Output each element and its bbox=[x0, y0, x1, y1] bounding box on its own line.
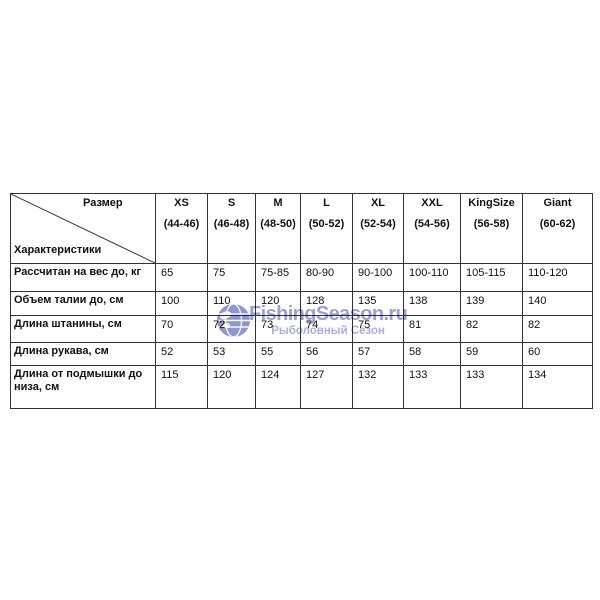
column-header-xs: XS (44-46) bbox=[155, 193, 208, 264]
value-cell: 140 bbox=[522, 291, 593, 316]
size-chart-body: Размер Характеристики XS (44-46) S (46-48) M… bbox=[10, 193, 593, 409]
value-cell: 138 bbox=[403, 291, 461, 316]
header-row: Размер Характеристики XS (44-46) S (46-48) M… bbox=[10, 193, 593, 264]
value-cell: 115 bbox=[155, 365, 208, 409]
size-name: M bbox=[273, 197, 283, 209]
row-label: Длина штанины, см bbox=[10, 315, 156, 343]
row-label: Длина рукава, см bbox=[10, 342, 156, 366]
size-range: (46-48) bbox=[213, 218, 250, 230]
diagonal-line bbox=[11, 194, 155, 263]
value-cell: 81 bbox=[403, 315, 461, 343]
value-cell: 82 bbox=[460, 315, 523, 343]
value-cell: 56 bbox=[300, 342, 353, 366]
size-name: XL bbox=[370, 197, 386, 209]
value-cell: 134 bbox=[522, 365, 593, 409]
value-cell: 100 bbox=[155, 291, 208, 316]
value-cell: 59 bbox=[460, 342, 523, 366]
value-cell: 110 bbox=[207, 291, 256, 316]
table-row: Рассчитан на вес до, кг 65 75 75-85 80-90 90-… bbox=[10, 263, 593, 292]
size-name: KingSize bbox=[468, 197, 515, 209]
value-cell: 90-100 bbox=[352, 263, 404, 292]
value-cell: 135 bbox=[352, 291, 404, 316]
corner-size-label: Размер bbox=[83, 197, 123, 209]
value-cell: 75-85 bbox=[255, 263, 301, 292]
value-cell: 60 bbox=[522, 342, 593, 366]
size-chart-table: Размер Характеристики XS (44-46) S (46-48) M… bbox=[10, 193, 593, 409]
value-cell: 72 bbox=[207, 315, 256, 343]
value-cell: 105-115 bbox=[460, 263, 523, 292]
value-cell: 128 bbox=[300, 291, 353, 316]
row-label: Рассчитан на вес до, кг bbox=[10, 263, 156, 292]
size-name: S bbox=[227, 197, 236, 209]
size-name: XXL bbox=[421, 197, 443, 209]
value-cell: 65 bbox=[155, 263, 208, 292]
value-cell: 139 bbox=[460, 291, 523, 316]
value-cell: 53 bbox=[207, 342, 256, 366]
value-cell: 73 bbox=[255, 315, 301, 343]
value-cell: 124 bbox=[255, 365, 301, 409]
column-header-s: S (46-48) bbox=[207, 193, 256, 264]
value-cell: 82 bbox=[522, 315, 593, 343]
value-cell: 80-90 bbox=[300, 263, 353, 292]
size-range: (44-46) bbox=[163, 218, 200, 230]
column-header-l: L (50-52) bbox=[300, 193, 353, 264]
column-header-xxl: XXL (54-56) bbox=[403, 193, 461, 264]
value-cell: 75 bbox=[207, 263, 256, 292]
size-range: (52-54) bbox=[360, 218, 396, 230]
column-header-xl: XL (52-54) bbox=[352, 193, 404, 264]
size-name: Giant bbox=[543, 197, 572, 209]
value-cell: 133 bbox=[403, 365, 461, 409]
size-range: (50-52) bbox=[308, 218, 345, 230]
size-chart: Размер Характеристики XS (44-46) S (46-48) M… bbox=[10, 193, 593, 409]
value-cell: 57 bbox=[352, 342, 404, 366]
row-label: Длина от подмышки до низа, см bbox=[10, 365, 156, 409]
table-row: Длина штанины, см 70 72 73 74 75 81 82 82 bbox=[10, 315, 593, 343]
value-cell: 132 bbox=[352, 365, 404, 409]
column-header-kingsize: KingSize (56-58) bbox=[460, 193, 523, 264]
corner-cell: Размер Характеристики bbox=[10, 193, 156, 264]
value-cell: 100-110 bbox=[403, 263, 461, 292]
table-row: Длина от подмышки до низа, см 115 120 124 12… bbox=[10, 365, 593, 409]
corner-characteristics-label: Характеристики bbox=[14, 244, 102, 256]
size-name: XS bbox=[174, 197, 189, 209]
value-cell: 70 bbox=[155, 315, 208, 343]
column-header-giant: Giant (60-62) bbox=[522, 193, 593, 264]
value-cell: 110-120 bbox=[522, 263, 593, 292]
value-cell: 120 bbox=[255, 291, 301, 316]
table-row: Объем талии до, см 100 110 120 128 135 138 139 1… bbox=[10, 291, 593, 316]
size-range: (56-58) bbox=[473, 218, 510, 230]
size-range: (60-62) bbox=[539, 218, 576, 230]
row-label: Объем талии до, см bbox=[10, 291, 156, 316]
column-header-m: M (48-50) bbox=[255, 193, 301, 264]
size-name: L bbox=[323, 197, 330, 209]
value-cell: 55 bbox=[255, 342, 301, 366]
value-cell: 127 bbox=[300, 365, 353, 409]
value-cell: 58 bbox=[403, 342, 461, 366]
size-range: (48-50) bbox=[260, 218, 296, 230]
value-cell: 133 bbox=[460, 365, 523, 409]
value-cell: 75 bbox=[352, 315, 404, 343]
size-range: (54-56) bbox=[414, 218, 450, 230]
value-cell: 74 bbox=[300, 315, 353, 343]
value-cell: 120 bbox=[207, 365, 256, 409]
table-row: Длина рукава, см 52 53 55 56 57 58 59 60 bbox=[10, 342, 593, 366]
value-cell: 52 bbox=[155, 342, 208, 366]
